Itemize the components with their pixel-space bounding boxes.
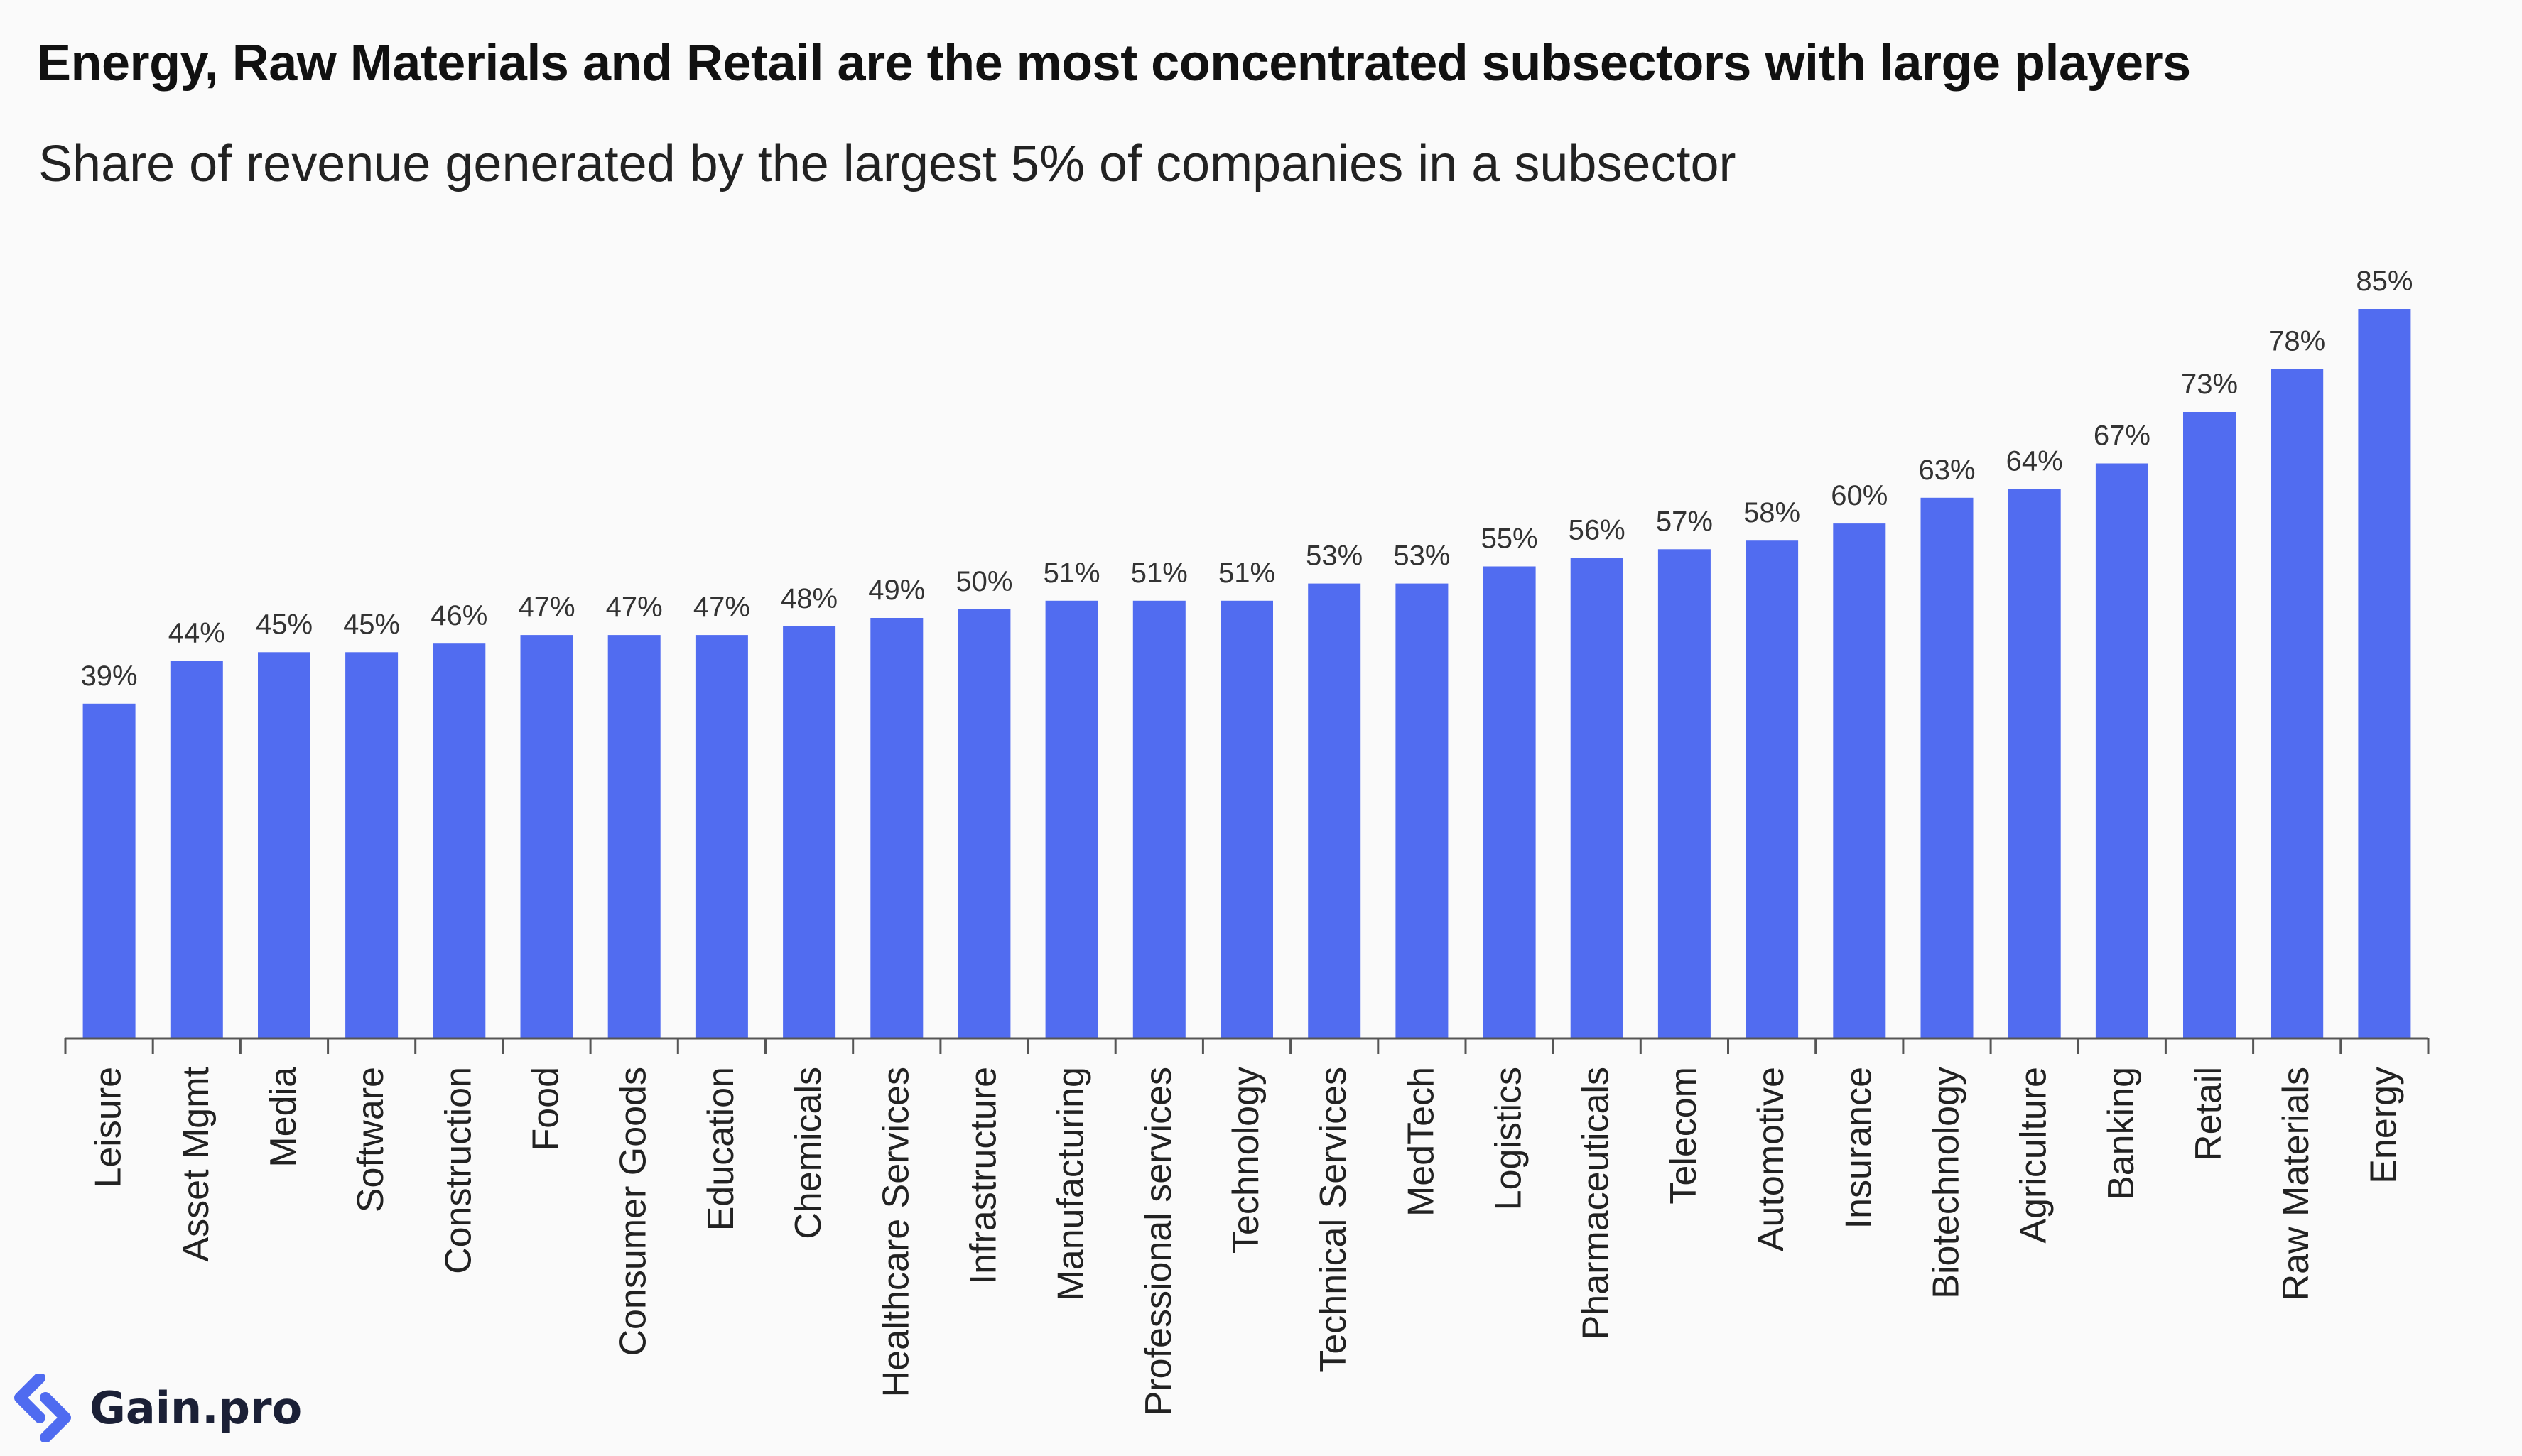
category-label-asset-mgmt: Asset Mgmt <box>175 1066 217 1261</box>
bar-logistics <box>1483 566 1536 1038</box>
bar-technical-services <box>1308 583 1361 1038</box>
bar-education <box>695 635 748 1038</box>
value-label-biotechnology: 63% <box>1918 455 1975 486</box>
category-label-technical-services: Technical Services <box>1313 1067 1354 1373</box>
value-label-chemicals: 48% <box>781 583 838 614</box>
category-label-education: Education <box>700 1067 742 1231</box>
bar-insurance <box>1833 523 1886 1038</box>
bars-group <box>82 309 2411 1038</box>
value-label-technology: 51% <box>1218 558 1275 589</box>
value-label-raw-materials: 78% <box>2268 326 2325 357</box>
value-label-agriculture: 64% <box>2006 446 2063 477</box>
category-label-infrastructure: Infrastructure <box>963 1067 1004 1284</box>
brand-logo: Gain.pro <box>9 1372 302 1443</box>
value-label-asset-mgmt: 44% <box>168 617 225 648</box>
gain-pro-logo-icon <box>14 1374 71 1442</box>
value-label-healthcare-services: 49% <box>868 575 925 606</box>
value-label-energy: 85% <box>2356 266 2413 297</box>
category-label-banking: Banking <box>2101 1067 2142 1200</box>
bar-energy <box>2358 309 2411 1038</box>
category-label-professional-services: Professional services <box>1138 1067 1179 1416</box>
bar-construction <box>433 643 486 1038</box>
category-label-media: Media <box>263 1067 304 1168</box>
category-label-energy: Energy <box>2363 1067 2404 1184</box>
category-labels-group: Leisure Asset Mgmt Media Software Constructi… <box>88 1066 2405 1416</box>
value-label-professional-services: 51% <box>1131 558 1188 589</box>
value-label-media: 45% <box>256 609 313 640</box>
category-label-chemicals: Chemicals <box>788 1067 829 1239</box>
bar-professional-services <box>1132 600 1186 1038</box>
bar-agriculture <box>2008 489 2061 1038</box>
category-label-agriculture: Agriculture <box>2013 1067 2055 1244</box>
category-label-construction: Construction <box>438 1067 479 1274</box>
chart-subtitle: Share of revenue generated by the larges… <box>38 136 1736 192</box>
category-label-medtech: MedTech <box>1400 1067 1441 1217</box>
bar-biotechnology <box>1920 497 1974 1038</box>
category-label-biotechnology: Biotechnology <box>1926 1067 1967 1299</box>
bar-leisure <box>82 703 136 1038</box>
value-label-education: 47% <box>693 592 750 623</box>
value-label-food: 47% <box>518 592 575 623</box>
bar-food <box>520 635 573 1038</box>
category-label-leisure: Leisure <box>88 1067 129 1188</box>
x-axis <box>64 1037 2430 1054</box>
value-label-automotive: 58% <box>1743 497 1800 528</box>
category-label-software: Software <box>350 1067 391 1212</box>
value-label-banking: 67% <box>2094 420 2150 452</box>
category-label-retail: Retail <box>2188 1067 2229 1161</box>
category-label-pharmaceuticals: Pharmaceuticals <box>1576 1067 1617 1340</box>
bar-banking <box>2095 463 2148 1038</box>
value-label-technical-services: 53% <box>1306 540 1363 572</box>
bar-media <box>258 652 310 1038</box>
value-label-manufacturing: 51% <box>1044 558 1100 589</box>
category-label-healthcare-services: Healthcare Services <box>875 1067 916 1397</box>
bar-manufacturing <box>1045 600 1098 1038</box>
category-label-insurance: Insurance <box>1838 1067 1879 1229</box>
bar-technology <box>1221 600 1273 1038</box>
bar-medtech <box>1395 583 1449 1038</box>
category-label-food: Food <box>526 1067 567 1151</box>
value-label-medtech: 53% <box>1393 540 1450 572</box>
bar-telecom <box>1657 549 1711 1038</box>
bar-retail <box>2183 412 2236 1038</box>
bar-raw-materials <box>2271 369 2324 1038</box>
category-label-automotive: Automotive <box>1750 1067 1792 1251</box>
value-label-logistics: 55% <box>1481 523 1538 555</box>
brand-name: Gain.pro <box>90 1381 303 1434</box>
value-label-insurance: 60% <box>1831 480 1888 511</box>
value-label-software: 45% <box>343 609 400 640</box>
value-label-telecom: 57% <box>1656 506 1713 537</box>
bar-consumer-goods <box>607 635 661 1038</box>
category-label-technology: Technology <box>1225 1067 1267 1254</box>
bar-automotive <box>1746 540 1799 1038</box>
bar-chemicals <box>783 626 836 1038</box>
category-label-logistics: Logistics <box>1488 1067 1530 1210</box>
bar-asset-mgmt <box>170 661 223 1038</box>
bar-pharmaceuticals <box>1570 558 1623 1038</box>
category-label-manufacturing: Manufacturing <box>1051 1067 1092 1301</box>
category-label-telecom: Telecom <box>1663 1067 1704 1205</box>
bar-infrastructure <box>958 609 1011 1038</box>
value-label-retail: 73% <box>2181 369 2238 400</box>
category-label-consumer-goods: Consumer Goods <box>613 1067 654 1357</box>
value-label-pharmaceuticals: 56% <box>1569 514 1625 545</box>
category-label-raw-materials: Raw Materials <box>2275 1067 2317 1300</box>
value-label-leisure: 39% <box>81 661 138 692</box>
value-labels-group: 39% 44% 45% 45% 46% 47% 47% 47% 48% 49% 50% 51% 51% 5… <box>81 266 2413 692</box>
value-label-construction: 46% <box>431 600 487 631</box>
bar-software <box>345 652 399 1038</box>
bar-healthcare-services <box>870 618 924 1038</box>
value-label-consumer-goods: 47% <box>606 592 663 623</box>
value-label-infrastructure: 50% <box>956 566 1012 597</box>
chart-title: Energy, Raw Materials and Retail are the… <box>37 35 2191 92</box>
